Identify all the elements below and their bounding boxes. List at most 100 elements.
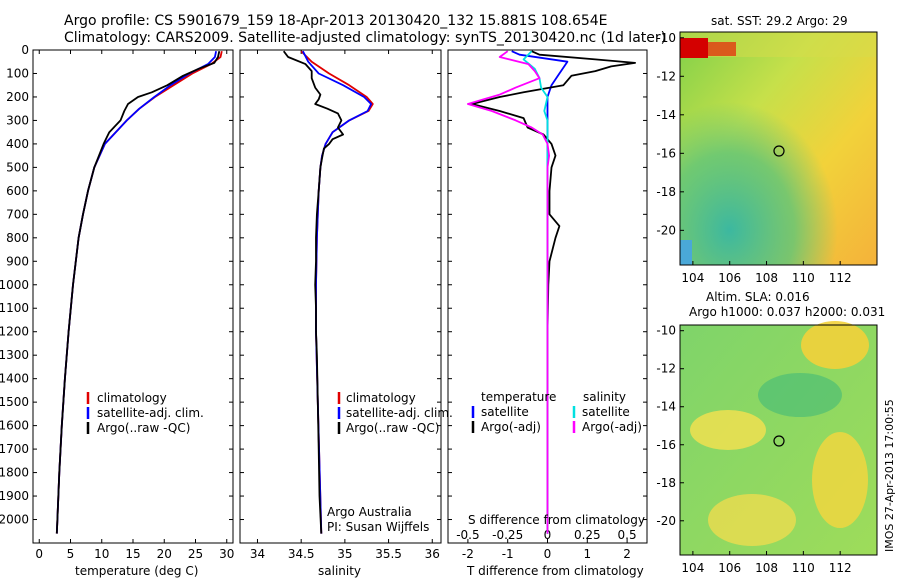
difference-panel: -2 -1 0 1 2 -0.5 -0.25 0 0.25 0.5 T difference fr… — [447, 49, 648, 578]
map-y-tick-label: -16 — [656, 146, 676, 160]
depth-tick-label: 1400 — [0, 372, 29, 386]
x-tick-label: -2 — [462, 547, 474, 561]
annotation-pi: PI: Susan Wijffels — [327, 520, 429, 534]
series-line-argo-raw-qc- — [282, 50, 345, 534]
x-tick-label: 30 — [219, 547, 234, 561]
sla-map-ticks: 104 106 108 110 112 -10 -12 -14 -16 -18 -20 — [656, 324, 851, 575]
x-tick-label: 34.5 — [288, 547, 315, 561]
x-tick-label: 20 — [157, 547, 172, 561]
map-x-tick-label: 108 — [755, 561, 778, 575]
map-y-tick-label: -20 — [656, 514, 676, 528]
depth-tick-label: 900 — [6, 254, 29, 268]
depth-tick-label: 100 — [6, 66, 29, 80]
map-x-tick-label: 106 — [718, 561, 741, 575]
s-tick-label: -0.25 — [492, 528, 523, 542]
sla-map-high-4 — [812, 432, 868, 528]
x-tick-label: 0 — [544, 547, 552, 561]
sst-map-panel: sat. SST: 29.2 Argo: 29 104 106 108 110 112 -… — [656, 14, 878, 285]
depth-tick-label: 1800 — [0, 466, 29, 480]
legend-label-climatology: climatology — [97, 391, 167, 405]
legend-label-argo: Argo(..raw -QC) — [97, 421, 190, 435]
sst-map-argo-marker — [773, 145, 785, 157]
s-tick-label: 0.5 — [618, 528, 637, 542]
x-tick-label: 1 — [583, 547, 591, 561]
map-y-tick-label: -10 — [656, 31, 676, 45]
series-line-satellite-adj-clim- — [302, 50, 373, 534]
series-line-temperature-argo-adj- — [470, 50, 636, 534]
depth-tick-label: 500 — [6, 160, 29, 174]
map-y-tick-label: -20 — [656, 223, 676, 237]
legend-label-satellite: satellite-adj. clim. — [97, 406, 204, 420]
x-tick-label: 2 — [623, 547, 631, 561]
salinity-depth-ticks — [240, 49, 441, 521]
legend-label-t-argo: Argo(-adj) — [481, 420, 541, 434]
depth-axis-ticks: 0 100 200 300 400 500 600 700 800 900 1000 1100 1200… — [0, 43, 233, 527]
depth-tick-label: 800 — [6, 231, 29, 245]
depth-tick-label: 2000 — [0, 513, 29, 527]
x-tick-label: 15 — [125, 547, 140, 561]
salinity-series — [282, 50, 374, 534]
x-tick-label: 25 — [188, 547, 203, 561]
legend-label-climatology: climatology — [346, 391, 416, 405]
depth-tick-label: 400 — [6, 137, 29, 151]
sst-map-frame — [679, 31, 878, 266]
s-tick-label: 0.25 — [574, 528, 601, 542]
series-line-salinity-argo-adj- — [466, 50, 550, 534]
sst-map-warm-patch — [680, 38, 708, 58]
map-x-tick-label: 104 — [681, 561, 704, 575]
x-tick-label: 34 — [250, 547, 265, 561]
legend-header-temperature: temperature — [481, 390, 556, 404]
depth-tick-label: 0 — [21, 43, 29, 57]
depth-tick-label: 1500 — [0, 395, 29, 409]
x-tick-label: 5 — [67, 547, 75, 561]
sla-map-low-1 — [758, 373, 842, 417]
temperature-xlabel: temperature (deg C) — [75, 564, 198, 578]
x-tick-label: 36 — [425, 547, 440, 561]
map-x-tick-label: 108 — [755, 271, 778, 285]
salinity-axes-frame — [239, 49, 442, 544]
series-line-salinity-satellite — [522, 50, 549, 534]
depth-tick-label: 1600 — [0, 419, 29, 433]
map-x-tick-label: 112 — [829, 561, 852, 575]
sla-map-title-2: Argo h1000: 0.037 h2000: 0.031 — [689, 305, 885, 319]
x-tick-label: 0 — [35, 547, 43, 561]
series-line-climatology — [55, 51, 223, 534]
depth-tick-label: 1300 — [0, 348, 29, 362]
salinity-panel: 34 34.5 35 35.5 36 salinity climatology sate… — [239, 49, 453, 578]
annotation-argo-australia: Argo Australia — [327, 505, 412, 519]
series-line-climatology — [300, 50, 374, 534]
map-y-tick-label: -12 — [656, 69, 676, 83]
salinity-legend: climatology satellite-adj. clim. Argo(..… — [337, 391, 453, 435]
sla-map-high-3 — [708, 494, 796, 546]
sla-map-high-1 — [801, 321, 869, 369]
difference-xlabel-t: T difference from climatology — [466, 564, 644, 578]
imos-stamp: IMOS 27-Apr-2013 17:00:55 — [883, 399, 896, 552]
map-y-tick-label: -18 — [656, 185, 676, 199]
depth-tick-label: 1100 — [0, 301, 29, 315]
difference-xlabel-s: S difference from climatology — [468, 513, 645, 527]
depth-tick-label: 200 — [6, 90, 29, 104]
sla-map-argo-marker — [773, 435, 785, 447]
map-y-tick-label: -18 — [656, 476, 676, 490]
sst-map-cool-region — [680, 32, 877, 265]
series-line-temperature-satellite — [511, 50, 569, 534]
difference-depth-ticks — [448, 49, 647, 521]
s-tick-label: -0.5 — [456, 528, 479, 542]
depth-tick-label: 300 — [6, 113, 29, 127]
difference-series — [466, 50, 636, 534]
temperature-series — [55, 51, 223, 534]
sla-map-title-1: Altim. SLA: 0.016 — [706, 290, 810, 304]
map-y-tick-label: -14 — [656, 108, 676, 122]
map-x-tick-label: 110 — [792, 271, 815, 285]
temperature-axis-ticks: 0 5 10 15 20 25 30 — [35, 50, 234, 561]
depth-tick-label: 1200 — [0, 325, 29, 339]
map-x-tick-label: 106 — [718, 271, 741, 285]
legend-label-satellite: satellite-adj. clim. — [346, 406, 453, 420]
sst-map-cold-patch — [680, 240, 692, 265]
depth-tick-label: 600 — [6, 184, 29, 198]
temperature-legend: climatology satellite-adj. clim. Argo(..… — [86, 391, 204, 435]
difference-axis-ticks: -2 -1 0 1 2 -0.5 -0.25 0 0.25 0.5 — [456, 528, 636, 561]
sla-map-high-2 — [690, 410, 766, 450]
temperature-panel: 0100200300400500600700800900100011001200… — [0, 43, 234, 578]
sst-map-title: sat. SST: 29.2 Argo: 29 — [711, 14, 848, 28]
